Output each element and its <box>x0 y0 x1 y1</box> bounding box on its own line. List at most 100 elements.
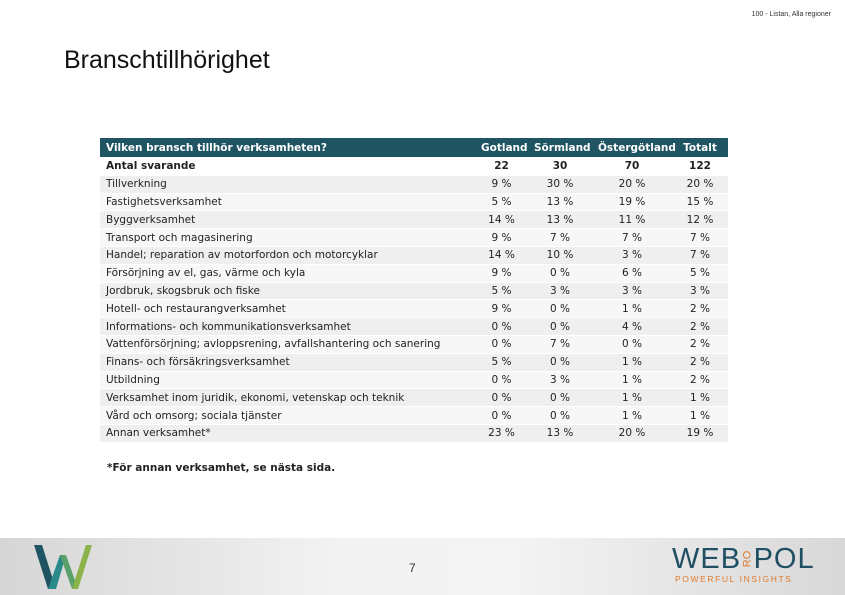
cell: 0 % <box>475 388 528 407</box>
header-row: Vilken bransch tillhör verksamheten? Gotl… <box>100 138 728 158</box>
cell: 30 <box>528 157 592 176</box>
cell: 0 % <box>528 299 592 318</box>
cell: Utbildning <box>100 370 475 389</box>
cell: 7 % <box>672 245 728 265</box>
cell: Jordbruk, skogsbruk och fiske <box>100 281 475 300</box>
row: Annan verksamhet* 23 % 13 % 20 % 19 % <box>100 423 728 442</box>
cell: 22 <box>475 157 528 176</box>
cell: Transport och magasinering <box>100 228 475 247</box>
cell: 0 % <box>475 370 528 389</box>
cell: 2 % <box>672 334 728 354</box>
cell: 1 % <box>592 352 672 372</box>
cell: 5 % <box>475 192 528 211</box>
cell: 2 % <box>672 299 728 318</box>
cell: 2 % <box>672 352 728 372</box>
cell: Verksamhet inom juridik, ekonomi, vetens… <box>100 388 475 407</box>
cell: 0 % <box>528 317 592 336</box>
w-logo <box>34 545 92 589</box>
cell: 23 % <box>475 423 528 442</box>
logo-middle: RO <box>741 550 754 568</box>
cell: 0 % <box>475 334 528 354</box>
cell: 19 % <box>592 192 672 211</box>
cell: Tillverkning <box>100 174 475 194</box>
row: Transport och magasinering 9 % 7 % 7 % 7 % <box>100 228 728 247</box>
cell: 0 % <box>528 352 592 372</box>
header-note: 100 - Listan, Alla regioner <box>751 11 831 18</box>
cell: 1 % <box>592 388 672 407</box>
cell: 5 % <box>672 263 728 283</box>
cell: 1 % <box>592 370 672 389</box>
cell: Handel; reparation av motorfordon och mo… <box>100 245 475 265</box>
cell: 0 % <box>528 263 592 283</box>
cell: 0 % <box>592 334 672 354</box>
count-row: Antal svarande 22 30 70 122 <box>100 157 728 176</box>
row: Fastighetsverksamhet 5 % 13 % 19 % 15 % <box>100 192 728 211</box>
row: Tillverkning 9 % 30 % 20 % 20 % <box>100 174 728 194</box>
cell: 1 % <box>592 299 672 318</box>
cell: 7 % <box>672 228 728 247</box>
logo-tagline: POWERFUL INSIGHTS <box>675 574 793 584</box>
cell: 9 % <box>475 299 528 318</box>
cell: 7 % <box>592 228 672 247</box>
cell: Finans- och försäkringsverksamhet <box>100 352 475 372</box>
cell: 11 % <box>592 210 672 229</box>
cell: 70 <box>592 157 672 176</box>
row: Försörjning av el, gas, värme och kyla 9 … <box>100 263 728 283</box>
cell: Vård och omsorg; sociala tjänster <box>100 406 475 425</box>
page-number: 7 <box>409 561 416 575</box>
row: Verksamhet inom juridik, ekonomi, vetens… <box>100 388 728 407</box>
cell: 12 % <box>672 210 728 229</box>
cell: 14 % <box>475 245 528 265</box>
cell: 5 % <box>475 352 528 372</box>
cell: 7 % <box>528 334 592 354</box>
cell: 20 % <box>592 423 672 442</box>
column-header: Gotland <box>475 138 528 158</box>
cell: 3 % <box>592 281 672 300</box>
cell: 1 % <box>592 406 672 425</box>
column-header: Totalt <box>672 138 728 158</box>
cell: 2 % <box>672 317 728 336</box>
cell: 13 % <box>528 423 592 442</box>
footnote: *För annan verksamhet, se nästa sida. <box>107 462 336 474</box>
table: Vilken bransch tillhör verksamheten? Gotl… <box>100 138 728 442</box>
cell: 30 % <box>528 174 592 194</box>
cell: Byggverksamhet <box>100 210 475 229</box>
cell: Antal svarande <box>100 157 475 176</box>
cell: Försörjning av el, gas, värme och kyla <box>100 263 475 283</box>
cell: 3 % <box>672 281 728 300</box>
cell: Annan verksamhet* <box>100 423 475 442</box>
cell: 14 % <box>475 210 528 229</box>
cell: 0 % <box>475 317 528 336</box>
cell: 3 % <box>528 281 592 300</box>
row: Jordbruk, skogsbruk och fiske 5 % 3 % 3 % 3 … <box>100 281 728 300</box>
cell: 13 % <box>528 192 592 211</box>
cell: 0 % <box>528 406 592 425</box>
cell: 1 % <box>672 388 728 407</box>
cell: 20 % <box>592 174 672 194</box>
column-header: Östergötland <box>592 138 676 158</box>
cell: 3 % <box>528 370 592 389</box>
logo-right: POL <box>753 543 815 575</box>
cell: 13 % <box>528 210 592 229</box>
row: Finans- och försäkringsverksamhet 5 % 0 % 1… <box>100 352 728 372</box>
row: Handel; reparation av motorfordon och mo… <box>100 245 728 265</box>
cell: 3 % <box>592 245 672 265</box>
row: Byggverksamhet 14 % 13 % 11 % 12 % <box>100 210 728 229</box>
cell: Vattenförsörjning; avloppsrening, avfall… <box>100 334 475 354</box>
cell: Hotell- och restaurangverksamhet <box>100 299 475 318</box>
cell: 7 % <box>528 228 592 247</box>
cell: 9 % <box>475 263 528 283</box>
column-header: Vilken bransch tillhör verksamheten? <box>100 138 475 158</box>
cell: 0 % <box>475 406 528 425</box>
webropol-logo: WEBROPOL POWERFUL INSIGHTS <box>672 543 815 584</box>
cell: 19 % <box>672 423 728 442</box>
column-header: Sörmland <box>528 138 592 158</box>
cell: Informations- och kommunikationsverksamh… <box>100 317 475 336</box>
row: Vård och omsorg; sociala tjänster 0 % 0 % 1… <box>100 406 728 425</box>
cell: 9 % <box>475 174 528 194</box>
cell: 15 % <box>672 192 728 211</box>
logo-left: WEB <box>672 543 742 575</box>
row: Informations- och kommunikationsverksamh… <box>100 317 728 336</box>
title: Branschtillhörighet <box>64 46 270 74</box>
